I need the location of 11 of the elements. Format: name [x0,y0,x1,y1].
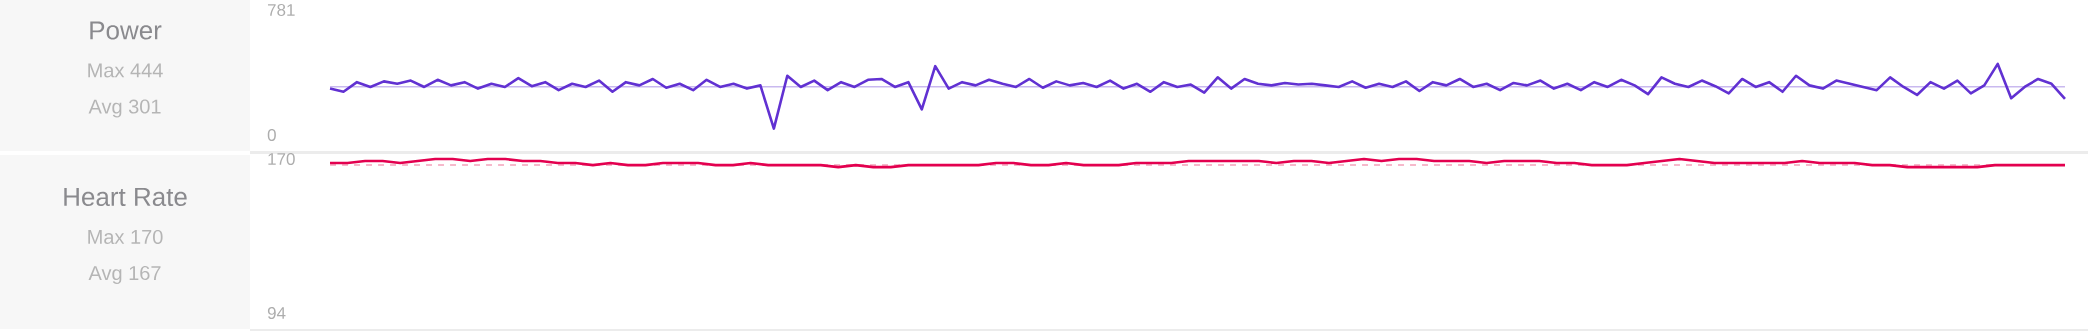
text: Avg 301 [88,99,161,118]
chart-title: Power [90,21,162,40]
y-tick-label: 170 [268,153,295,166]
y-tick-label: 781 [267,3,295,16]
y-tick-label: 0 [267,128,276,141]
text: Max 444 [88,63,163,78]
text: Heart Rate [64,187,187,207]
text: Max 170 [88,229,163,245]
text: Avg 167 [88,265,161,285]
y-tick-label: 94 [267,306,286,319]
line-series [328,62,2067,130]
